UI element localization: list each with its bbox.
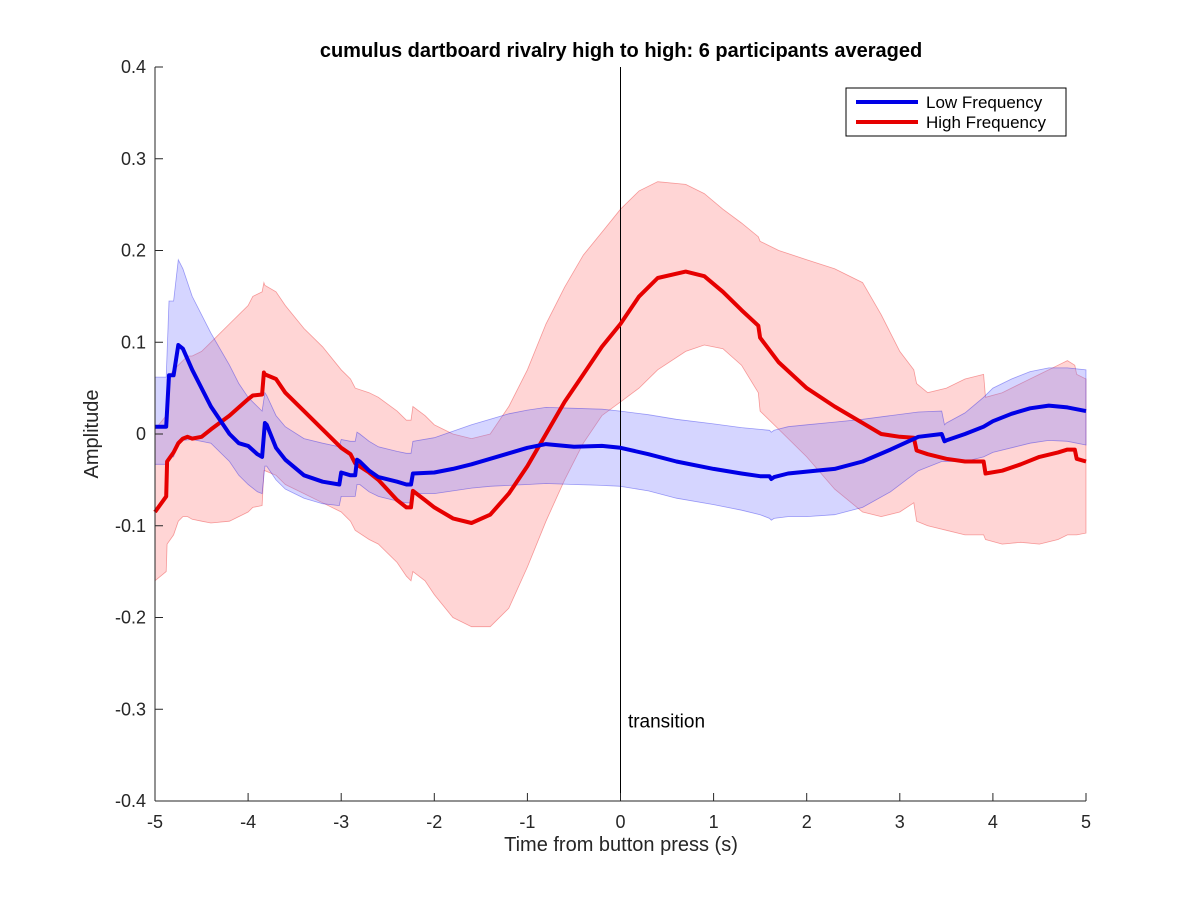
tick-labels: -5 -4 -3 -2 -1 0 1 2 3 4 5 -0.4 -0.3 -0.2 -0.1 0 0.1 0.2 0… [115,57,1091,832]
y-tick-label: 0 [136,424,146,444]
band-high-frequency [154,181,1087,628]
x-tick-label: 4 [988,812,998,832]
confidence-bands [154,181,1087,628]
x-tick-label: -4 [240,812,256,832]
x-tick-label: 3 [895,812,905,832]
series-line-low-frequency [155,343,1087,487]
x-tick-label: -3 [333,812,349,832]
x-axis-label: Time from button press (s) [504,834,738,856]
y-tick-label: -0.4 [115,791,146,811]
series-lines [153,269,1087,525]
series-line-high-frequency [153,269,1087,525]
y-tick-label: -0.2 [115,608,146,628]
y-tick-label: 0.2 [121,241,146,261]
legend: Low Frequency High Frequency [845,87,1067,137]
legend-label-high-frequency: High Frequency [926,113,1047,132]
y-tick-label: -0.1 [115,516,146,536]
x-tick-label: -5 [147,812,163,832]
y-tick-label: 0.3 [121,149,146,169]
chart-title: cumulus dartboard rivalry high to high: … [320,40,922,62]
band-low-frequency [154,258,1087,521]
y-tick-label: 0.4 [121,57,146,77]
y-tick-label: 0.1 [121,332,146,352]
axes [154,66,1087,802]
x-tick-label: -1 [519,812,535,832]
y-axis-label: Amplitude [81,390,103,479]
x-tick-label: 2 [802,812,812,832]
y-tick-label: -0.3 [115,699,146,719]
x-tick-label: 1 [709,812,719,832]
legend-label-low-frequency: Low Frequency [926,93,1043,112]
x-tick-label: -2 [426,812,442,832]
x-tick-label: 5 [1081,812,1091,832]
transition-annotation: transition [628,712,705,733]
legend-box [845,87,1067,137]
x-tick-label: 0 [615,812,625,832]
